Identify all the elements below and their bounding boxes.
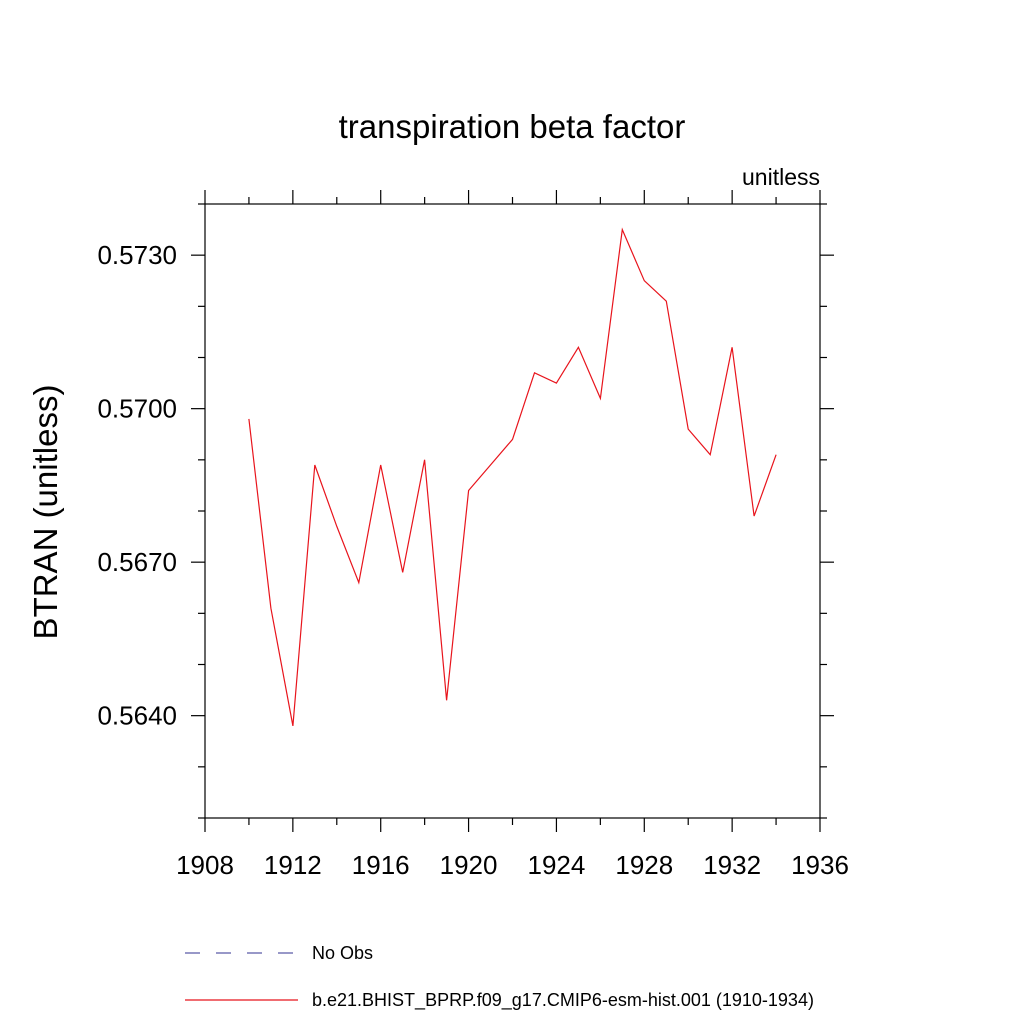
- legend-label-model: b.e21.BHIST_BPRP.f09_g17.CMIP6-esm-hist.…: [312, 990, 814, 1011]
- x-tick-labels: 1908 1912 1916 1920 1924 1928 1932 1936: [176, 850, 849, 880]
- y-tick-labels: 0.5640 0.5670 0.5700 0.5730: [97, 240, 177, 731]
- x-tick-label: 1916: [352, 850, 410, 880]
- legend: No Obs b.e21.BHIST_BPRP.f09_g17.CMIP6-es…: [185, 943, 814, 1011]
- axis-ticks: [191, 190, 834, 832]
- series-layer: [248, 227, 777, 727]
- x-tick-label: 1924: [528, 850, 586, 880]
- y-tick-label: 0.5640: [97, 701, 177, 731]
- y-axis-label: BTRAN (unitless): [27, 385, 64, 640]
- x-tick-label: 1920: [440, 850, 498, 880]
- y-tick-label: 0.5700: [97, 394, 177, 424]
- x-tick-label: 1908: [176, 850, 234, 880]
- units-label: unitless: [742, 164, 820, 190]
- x-tick-label: 1936: [791, 850, 849, 880]
- x-tick-label: 1912: [264, 850, 322, 880]
- y-tick-label: 0.5730: [97, 240, 177, 270]
- x-tick-label: 1928: [615, 850, 673, 880]
- plot-frame: [204, 203, 821, 819]
- y-tick-label: 0.5670: [97, 547, 177, 577]
- series-line-0: [248, 227, 777, 727]
- x-tick-label: 1932: [703, 850, 761, 880]
- chart-title: transpiration beta factor: [339, 108, 686, 145]
- legend-label-no-obs: No Obs: [312, 943, 373, 963]
